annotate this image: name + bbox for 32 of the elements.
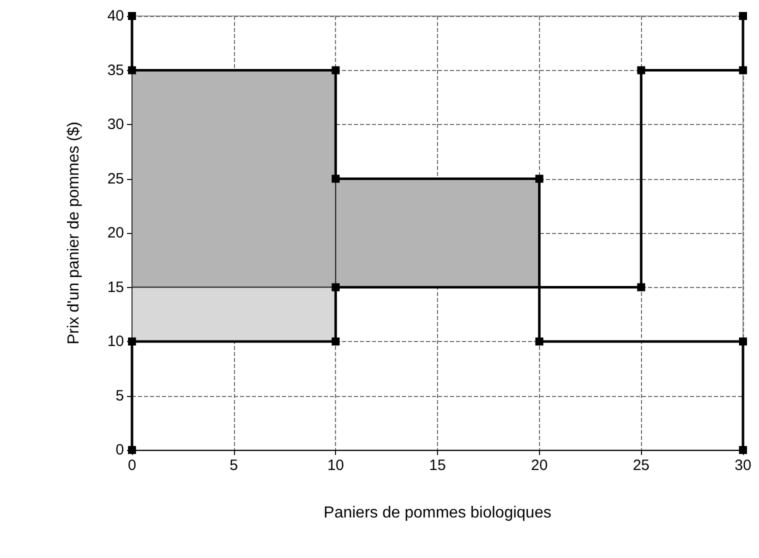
y-tick-label: 20 — [107, 224, 124, 242]
point — [332, 283, 340, 292]
x-axis-title: Paniers de pommes biologiques — [324, 504, 552, 522]
point — [535, 338, 544, 346]
x-tick-label: 25 — [632, 457, 650, 474]
y-tick-label: 35 — [107, 62, 124, 79]
y-tick-label: 25 — [107, 170, 124, 188]
point — [128, 12, 136, 20]
point — [739, 338, 747, 346]
x-tick-label: 10 — [327, 457, 344, 474]
y-tick-label: 30 — [107, 116, 124, 133]
x-tick-label: 15 — [429, 457, 446, 474]
point — [637, 66, 646, 74]
point — [128, 338, 136, 346]
x-tick-label: 0 — [128, 457, 136, 474]
y-tick-label: 40 — [107, 8, 124, 24]
point — [637, 283, 646, 292]
point — [739, 12, 747, 20]
y-tick-label: 5 — [116, 387, 124, 404]
x-tick-label: 5 — [230, 457, 238, 474]
point — [332, 338, 340, 346]
x-tick-label: 20 — [530, 457, 548, 474]
x-tick-label: 30 — [734, 457, 752, 474]
y-axis-title: Prix d'un panier de pommes ($) — [66, 122, 82, 344]
y-tick-label: 15 — [107, 278, 124, 296]
y-tick-label: 10 — [107, 333, 124, 350]
point — [535, 174, 544, 183]
point — [332, 174, 340, 183]
point — [332, 66, 340, 74]
y-tick-label: 0 — [116, 442, 124, 458]
point — [128, 66, 136, 74]
point — [739, 66, 747, 74]
